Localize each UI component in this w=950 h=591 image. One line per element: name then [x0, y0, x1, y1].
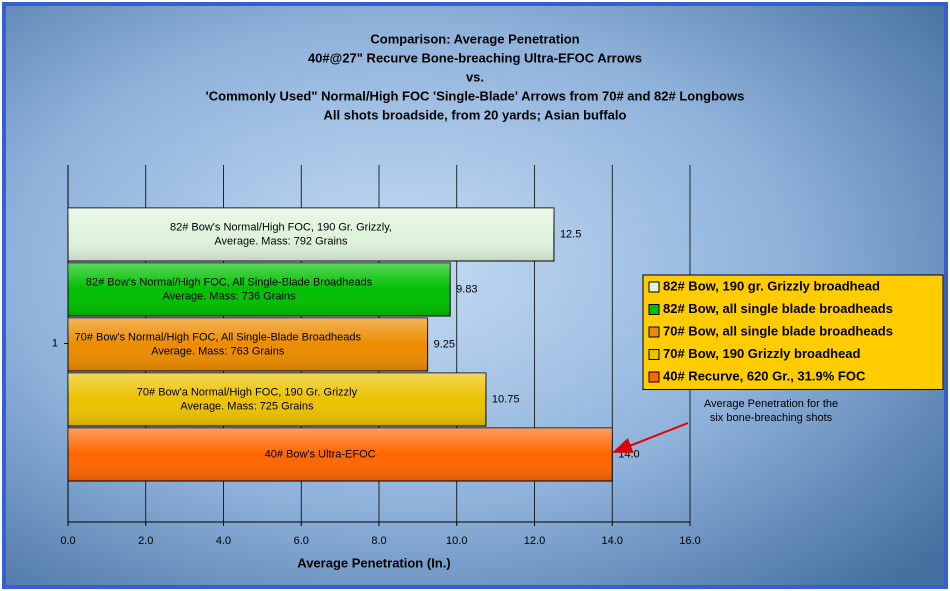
- legend-label: 70# Bow, all single blade broadheads: [663, 323, 893, 338]
- x-axis-label: Average Penetration (In.): [297, 555, 450, 570]
- chart-title: Comparison: Average Penetration: [370, 31, 579, 46]
- value-label: 9.83: [456, 283, 477, 295]
- bar-label: Average. Mass: 736 Grains: [163, 290, 297, 302]
- value-label: 10.75: [492, 393, 520, 405]
- legend-label: 40# Recurve, 620 Gr., 31.9% FOC: [663, 368, 866, 383]
- bar-shine: [68, 373, 486, 426]
- legend-label: 82# Bow, 190 gr. Grizzly broadhead: [663, 278, 880, 293]
- value-label: 14.0: [618, 448, 639, 460]
- annotation-arrow: [612, 422, 689, 453]
- chart-title: vs.: [466, 69, 484, 84]
- bar-label: 40# Bow's Ultra-EFOC: [265, 448, 376, 460]
- x-tick-label: 8.0: [371, 535, 386, 547]
- legend-swatch: [648, 349, 660, 360]
- legend-swatch: [648, 326, 660, 338]
- value-label: 12.5: [560, 228, 581, 240]
- x-tick-label: 4.0: [216, 535, 231, 547]
- chart-title: 40#@27" Recurve Bone-breaching Ultra-EFO…: [308, 50, 642, 65]
- chart-title: All shots broadside, from 20 yards; Asia…: [324, 107, 627, 122]
- bar-shine: [68, 208, 554, 261]
- x-tick-label: 16.0: [679, 535, 700, 547]
- legend-swatch: [648, 304, 660, 315]
- y-category-label: 1: [52, 337, 58, 349]
- bar-shine: [68, 318, 428, 371]
- bar-label: 82# Bow's Normal/High FOC, 190 Gr. Grizz…: [170, 221, 392, 233]
- x-tick-label: 14.0: [602, 535, 623, 547]
- bar-label: Average. Mass: 725 Grains: [180, 400, 314, 412]
- x-tick-label: 10.0: [446, 535, 467, 547]
- legend-swatch: [648, 371, 660, 383]
- bar-label: 70# Bow'a Normal/High FOC, 190 Gr. Grizz…: [137, 386, 358, 398]
- legend-label: 82# Bow, all single blade broadheads: [663, 301, 893, 316]
- bar-label: Average. Mass: 792 Grains: [214, 235, 348, 247]
- bar-shine: [68, 263, 451, 316]
- legend-swatch: [648, 281, 660, 293]
- x-tick-label: 12.0: [524, 535, 545, 547]
- annotation-text: Average Penetration for the: [704, 398, 838, 410]
- bar-shine: [68, 428, 613, 481]
- bar-label: 70# Bow's Normal/High FOC, All Single-Bl…: [75, 331, 362, 343]
- x-tick-label: 6.0: [294, 535, 309, 547]
- legend-label: 70# Bow, 190 Grizzly broadhead: [663, 346, 861, 361]
- chart-title: 'Commonly Used" Normal/High FOC 'Single-…: [206, 88, 745, 103]
- x-tick-label: 2.0: [138, 535, 153, 547]
- legend-box: [642, 274, 944, 390]
- value-label: 9.25: [434, 338, 455, 350]
- bar-label: Average. Mass: 763 Grains: [151, 345, 285, 357]
- x-tick-label: 0.0: [60, 535, 75, 547]
- bar-label: 82# Bow's Normal/High FOC, All Single-Bl…: [86, 276, 373, 288]
- annotation-text: six bone-breaching shots: [710, 412, 833, 424]
